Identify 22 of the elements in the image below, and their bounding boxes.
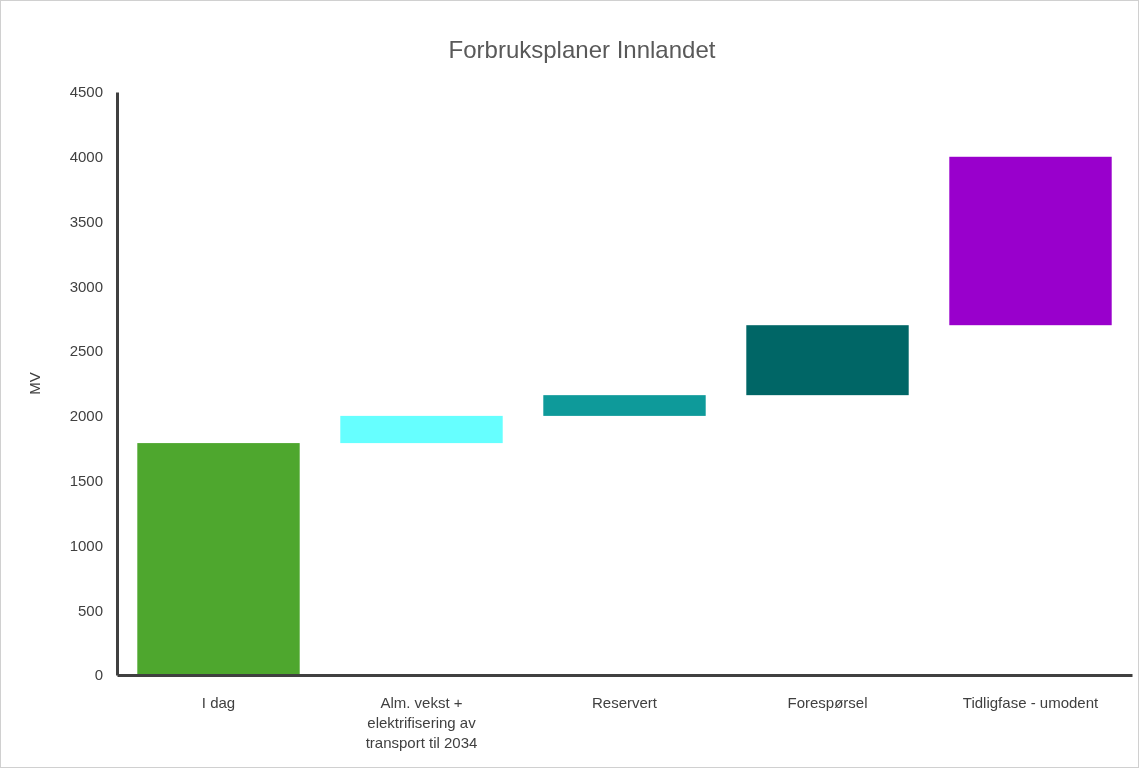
y-tick-label: 0 xyxy=(94,666,103,684)
bar xyxy=(949,156,1112,326)
y-tick-label: 3500 xyxy=(69,212,103,230)
y-tick-label: 1000 xyxy=(69,536,103,554)
chart-title: Forbruksplaner Innlandet xyxy=(448,36,716,63)
y-tick-label: 4000 xyxy=(69,148,103,166)
bar xyxy=(543,395,706,416)
y-tick-label: 4500 xyxy=(69,83,103,101)
y-tick-label: 2500 xyxy=(69,342,103,360)
x-tick-label: Forespørsel xyxy=(787,693,868,711)
bar xyxy=(746,325,909,396)
x-tick-label: Reservert xyxy=(591,693,658,711)
bar xyxy=(137,443,300,675)
x-tick-label: Tidligfase - umodent xyxy=(962,693,1099,711)
y-tick-label: 3000 xyxy=(69,277,103,295)
y-tick-label: 1500 xyxy=(69,471,103,489)
bar xyxy=(340,415,503,444)
x-tick-label: Alm. vekst + elektrifisering av transport til 2034 xyxy=(365,693,478,752)
y-axis-title: MV xyxy=(26,372,43,395)
y-tick-label: 500 xyxy=(77,601,103,619)
y-tick-label: 2000 xyxy=(69,407,103,425)
x-tick-label: I dag xyxy=(201,693,236,711)
